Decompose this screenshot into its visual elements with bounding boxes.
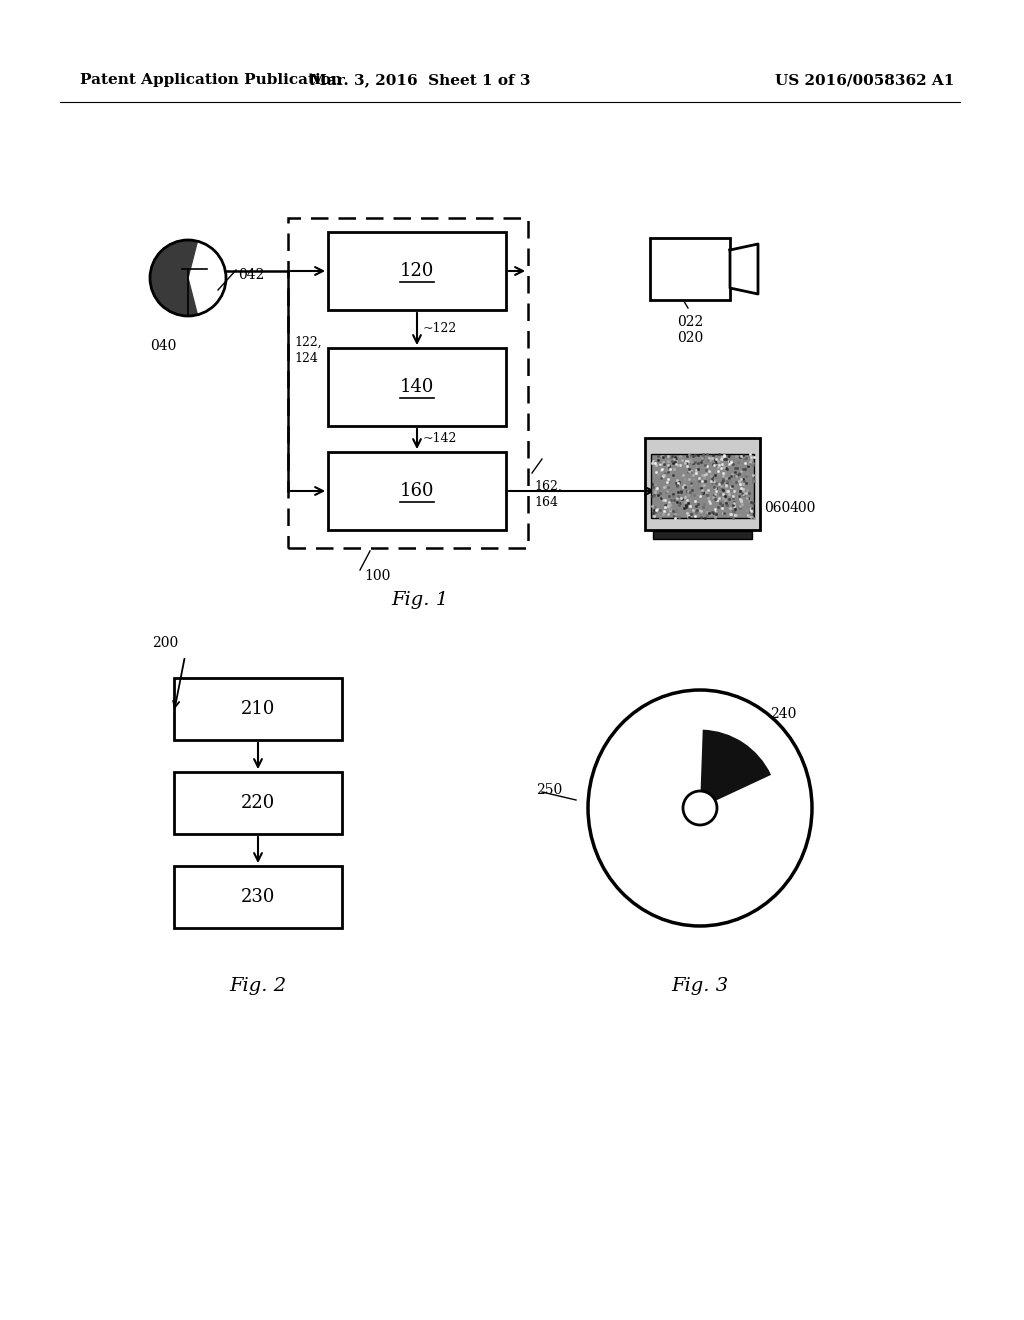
Text: 020: 020: [677, 331, 703, 345]
Text: 164: 164: [534, 496, 558, 510]
Text: 250: 250: [536, 783, 562, 797]
Bar: [651, 454, 754, 517]
Bar: [174, 866, 342, 928]
Text: 022: 022: [677, 315, 703, 329]
Text: 140: 140: [399, 378, 434, 396]
Text: Fig. 2: Fig. 2: [229, 977, 287, 995]
Text: ~122: ~122: [423, 322, 458, 335]
Text: 240: 240: [770, 708, 797, 722]
Text: 400: 400: [790, 502, 816, 515]
Bar: [653, 531, 752, 539]
Text: Patent Application Publication: Patent Application Publication: [80, 73, 342, 87]
Text: 100: 100: [365, 569, 391, 583]
Bar: [328, 451, 506, 531]
Text: 220: 220: [241, 795, 275, 812]
Text: 210: 210: [241, 700, 275, 718]
Text: ~142: ~142: [423, 433, 458, 446]
Text: US 2016/0058362 A1: US 2016/0058362 A1: [775, 73, 954, 87]
Bar: [645, 438, 760, 531]
Text: 162,: 162,: [534, 479, 562, 492]
Ellipse shape: [588, 690, 812, 927]
Text: 124: 124: [294, 351, 317, 364]
Polygon shape: [151, 240, 198, 315]
Text: 042: 042: [238, 268, 264, 282]
Bar: [328, 232, 506, 310]
Text: 040: 040: [150, 339, 176, 352]
Text: Fig. 3: Fig. 3: [672, 977, 728, 995]
Text: 230: 230: [241, 888, 275, 906]
Bar: [174, 772, 342, 834]
Text: Fig. 1: Fig. 1: [391, 591, 449, 609]
Polygon shape: [730, 244, 758, 294]
Text: 160: 160: [399, 482, 434, 500]
Bar: [174, 678, 342, 741]
Bar: [328, 348, 506, 426]
Circle shape: [683, 791, 717, 825]
Bar: [288, 218, 528, 548]
Bar: [650, 238, 730, 300]
Text: 120: 120: [399, 261, 434, 280]
Text: 200: 200: [152, 636, 178, 649]
Text: 060: 060: [764, 502, 791, 515]
Wedge shape: [700, 730, 771, 808]
Text: 122,: 122,: [294, 335, 322, 348]
Text: Mar. 3, 2016  Sheet 1 of 3: Mar. 3, 2016 Sheet 1 of 3: [309, 73, 530, 87]
